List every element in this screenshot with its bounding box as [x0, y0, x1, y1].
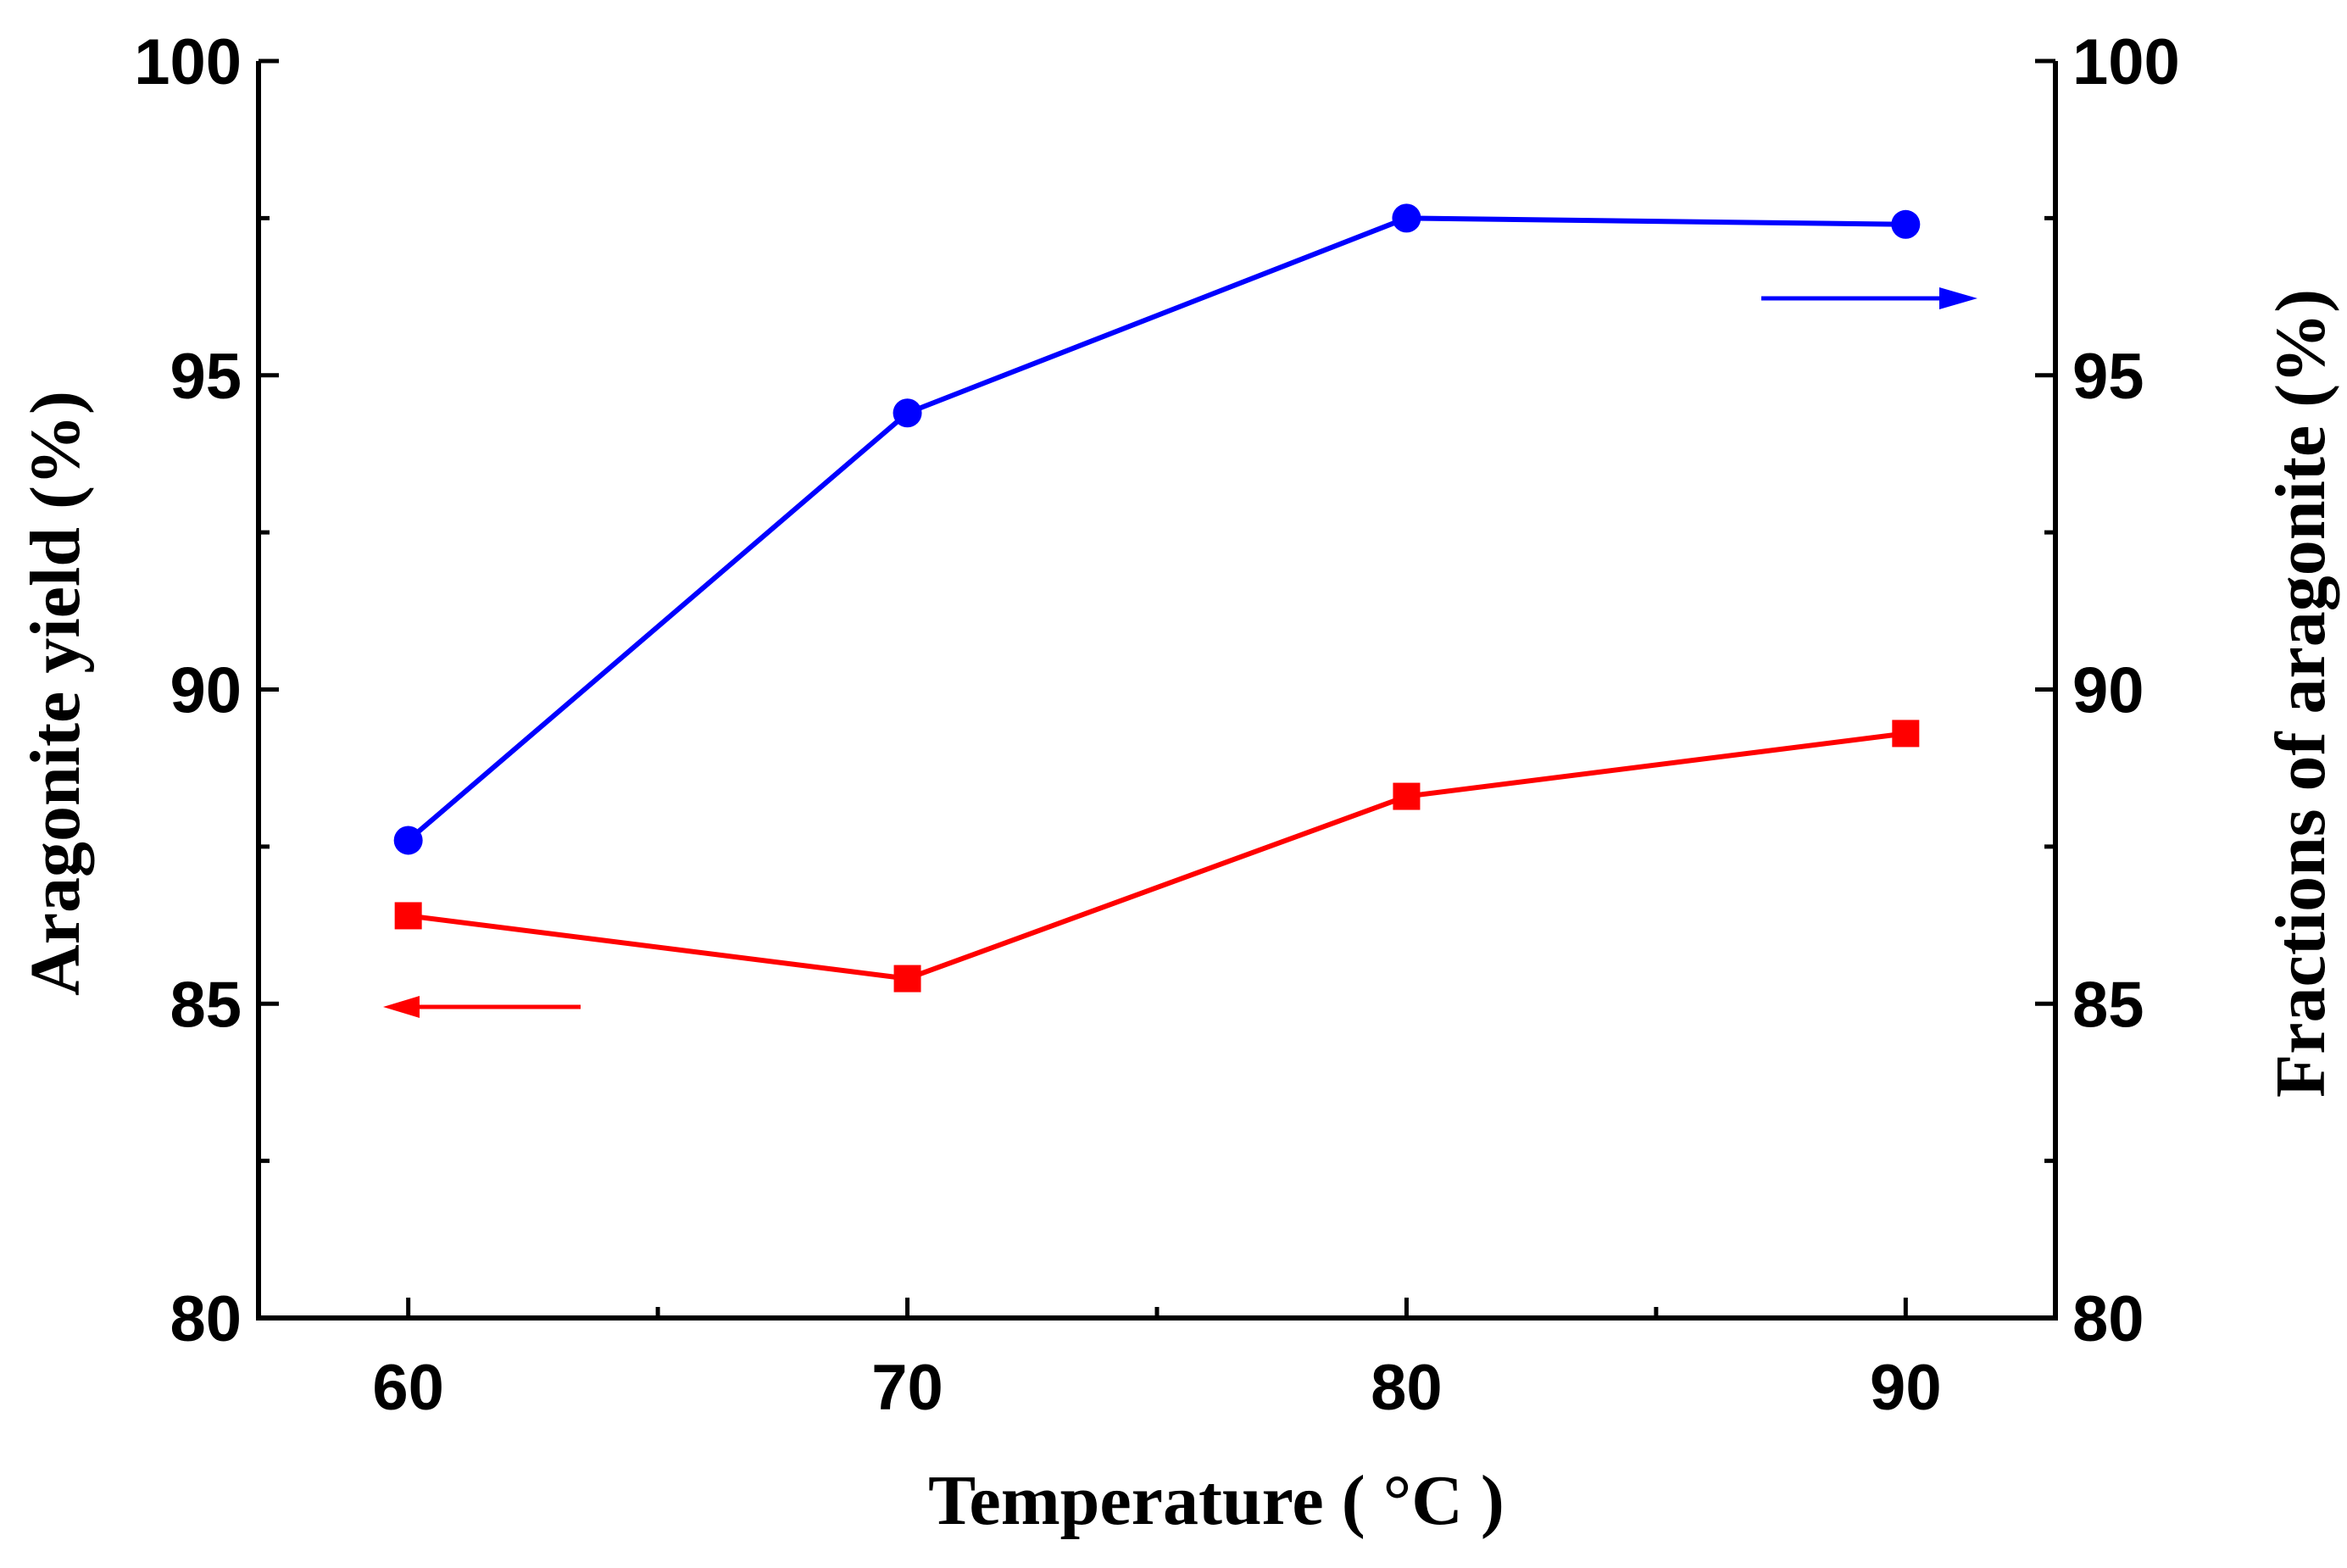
y-tick-label-left: 90	[170, 655, 242, 727]
series-line	[406, 215, 1906, 842]
axes	[256, 61, 2058, 1321]
x-tick-label: 80	[1371, 1352, 1443, 1424]
y-tick-label-right: 80	[2072, 1283, 2144, 1355]
data-point-circle	[1891, 209, 1921, 239]
x-axis-title: Temperature ( °C )	[928, 1461, 1504, 1540]
data-point-square	[1393, 782, 1421, 810]
y-tick-label-left: 85	[170, 969, 242, 1041]
y-tick-label-left: 100	[134, 26, 242, 98]
data-point-circle	[893, 398, 922, 428]
indicator-arrows	[383, 287, 1977, 1018]
data-point-circle	[393, 826, 423, 855]
y-tick-label-left: 95	[170, 341, 242, 413]
x-tick-label: 70	[871, 1352, 943, 1424]
left-axis-arrow-head	[383, 996, 420, 1018]
right-axis-arrow-head	[1939, 287, 1977, 309]
series-line	[408, 731, 1906, 981]
data-point-circle	[1392, 203, 1421, 233]
y-axis-title-left: Aragonite yield (%)	[16, 391, 95, 996]
x-tick-label: 60	[372, 1352, 444, 1424]
series-layer	[393, 203, 1921, 993]
ticks	[259, 58, 2055, 1321]
x-tick-label: 90	[1870, 1352, 1942, 1424]
tick-labels: 60 70 80 90 80 80 85 85 90 90 95 95 100 100	[134, 26, 2180, 1424]
y-tick-label-right: 100	[2072, 26, 2180, 98]
data-point-square	[394, 902, 422, 930]
data-point-square	[1892, 720, 1920, 748]
data-point-square	[893, 965, 921, 993]
y-tick-label-right: 95	[2072, 341, 2144, 413]
y-tick-label-right: 90	[2072, 655, 2144, 727]
y-tick-label-right: 85	[2072, 969, 2144, 1041]
y-tick-label-left: 80	[170, 1283, 242, 1355]
y-axis-title-right: Fractions of aragonite (%)	[2261, 289, 2340, 1098]
